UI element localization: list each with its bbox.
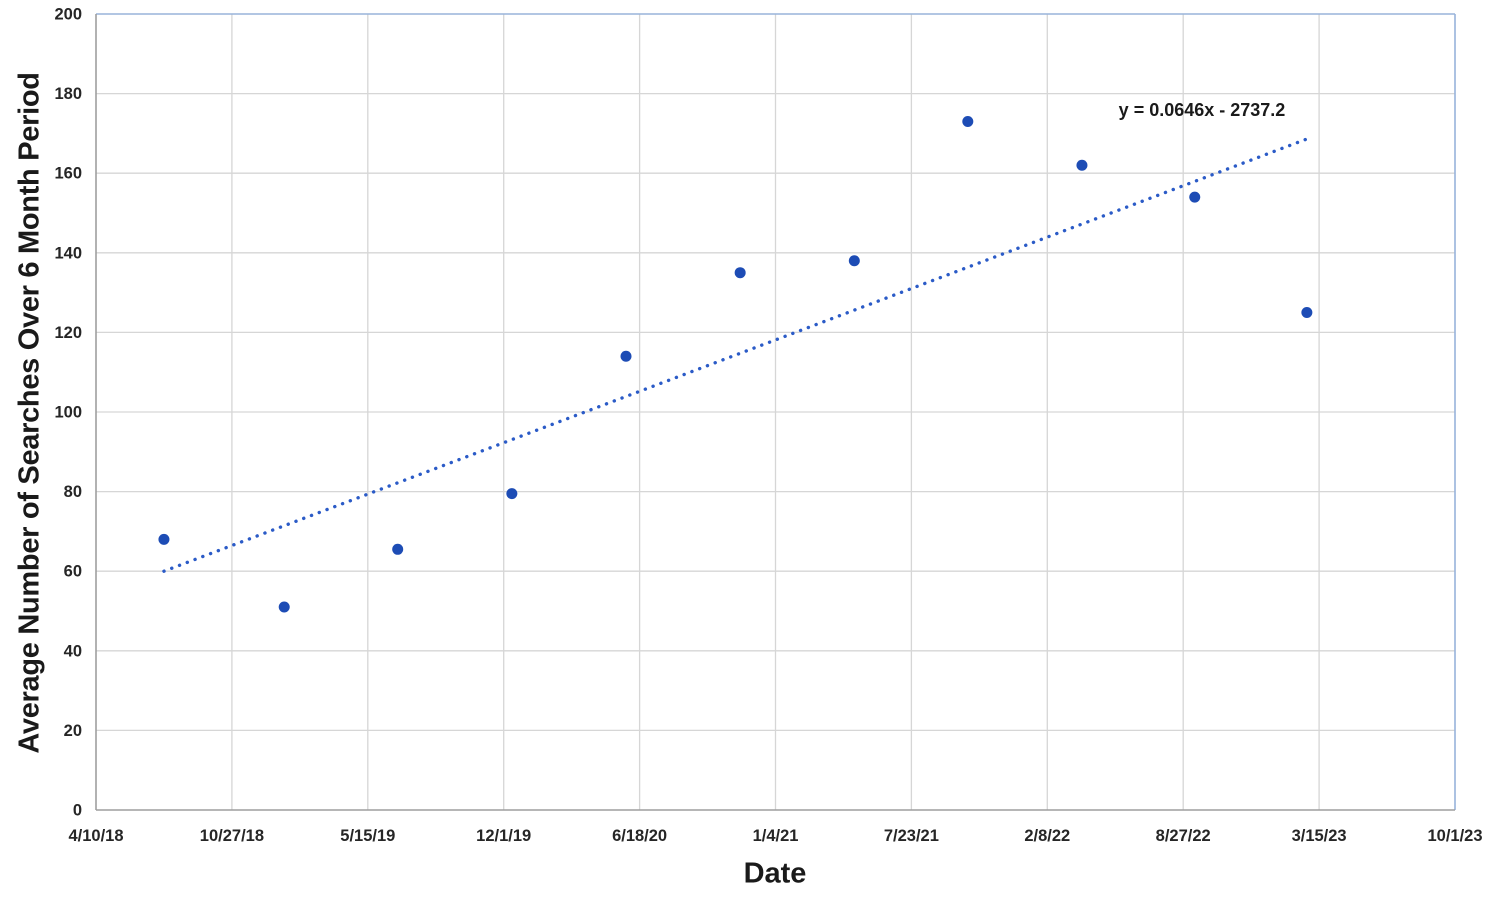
data-point <box>1076 159 1088 171</box>
y-tick-label: 180 <box>54 85 82 103</box>
y-axis-title: Average Number of Searches Over 6 Month … <box>13 72 46 754</box>
x-tick-label: 2/8/22 <box>1024 827 1070 845</box>
y-tick-label: 120 <box>54 324 82 342</box>
x-tick-label: 12/1/19 <box>476 827 531 845</box>
y-tick-label: 140 <box>54 244 82 262</box>
data-point <box>1301 307 1313 318</box>
x-tick-label: 4/10/18 <box>68 827 123 845</box>
x-tick-label: 8/27/22 <box>1156 827 1211 845</box>
data-point <box>506 488 518 500</box>
y-tick-label: 20 <box>64 722 82 740</box>
y-tick-label: 40 <box>64 642 82 660</box>
y-tick-label: 200 <box>54 6 82 24</box>
x-tick-label: 5/15/19 <box>340 827 395 845</box>
x-tick-label: 10/1/23 <box>1427 827 1482 845</box>
x-tick-label: 10/27/18 <box>200 827 264 845</box>
data-point <box>392 543 404 555</box>
data-point <box>278 601 290 613</box>
trendline-equation-label: y = 0.0646x - 2737.2 <box>1118 100 1286 120</box>
y-tick-label: 60 <box>64 563 82 581</box>
y-tick-label: 80 <box>64 483 82 501</box>
data-point <box>848 255 860 267</box>
data-point <box>962 115 974 127</box>
data-point <box>620 350 632 362</box>
data-point <box>734 267 746 279</box>
data-point <box>1189 191 1201 203</box>
y-tick-label: 100 <box>54 404 82 422</box>
x-tick-label: 6/18/20 <box>612 827 667 845</box>
y-tick-label: 160 <box>54 165 82 183</box>
data-point <box>158 533 170 545</box>
y-tick-label: 0 <box>73 802 82 820</box>
x-tick-label: 7/23/21 <box>884 827 939 845</box>
x-tick-label: 3/15/23 <box>1292 827 1347 845</box>
x-tick-label: 1/4/21 <box>753 827 799 845</box>
trendline <box>162 137 1309 573</box>
x-axis-title: Date <box>743 857 807 890</box>
